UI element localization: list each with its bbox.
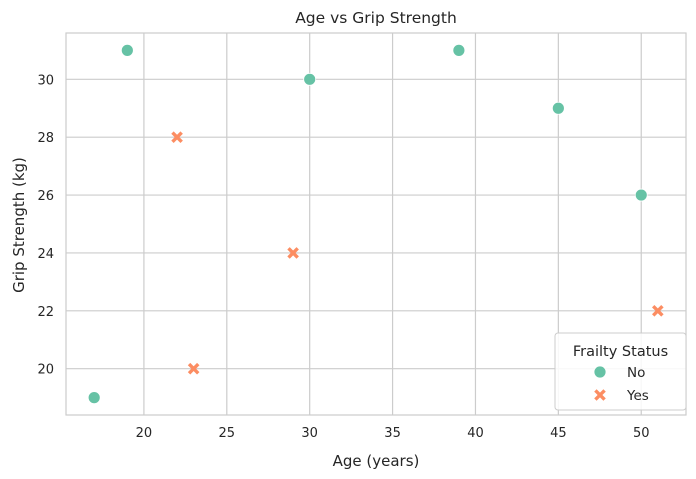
y-tick-label: 30 xyxy=(37,73,54,88)
plot-frame xyxy=(65,32,687,416)
chart-title: Age vs Grip Strength xyxy=(295,9,457,27)
x-axis-label: Age (years) xyxy=(333,452,420,470)
y-tick-label: 20 xyxy=(37,363,54,378)
y-tick-label: 24 xyxy=(37,247,54,262)
x-tick-label: 40 xyxy=(467,426,484,441)
x-tick-label: 30 xyxy=(301,426,318,441)
y-axis-ticks: 20 22 24 26 28 30 xyxy=(37,73,54,377)
legend-label-yes: Yes xyxy=(626,388,649,404)
data-point-yes xyxy=(171,131,183,143)
data-point-yes xyxy=(287,247,299,259)
data-point-yes xyxy=(652,305,664,317)
y-axis-label: Grip Strength (kg) xyxy=(10,157,28,293)
x-tick-label: 35 xyxy=(384,426,401,441)
grid-lines xyxy=(66,33,686,415)
data-point-no xyxy=(87,391,101,405)
plot-area xyxy=(65,32,687,416)
data-point-yes-stroke xyxy=(652,305,664,317)
legend-items: No Yes xyxy=(593,365,649,404)
data-point-no xyxy=(634,188,648,202)
legend-marker-no xyxy=(593,365,607,379)
data-point-no xyxy=(452,43,466,57)
legend-box xyxy=(554,332,687,411)
x-tick-label: 20 xyxy=(136,426,153,441)
x-axis-ticks: 20 25 30 35 40 45 50 xyxy=(136,426,650,441)
data-point-no xyxy=(551,101,565,115)
y-tick-label: 26 xyxy=(37,189,54,204)
data-points xyxy=(87,43,664,405)
data-point-yes xyxy=(187,362,200,375)
data-point-no xyxy=(120,43,134,57)
x-tick-label: 50 xyxy=(633,426,650,441)
data-point-no xyxy=(303,72,317,86)
x-tick-label: 25 xyxy=(219,426,236,441)
y-tick-label: 22 xyxy=(37,305,54,320)
legend: Frailty Status No Yes xyxy=(554,332,687,411)
legend-marker-yes-stroke xyxy=(594,389,606,401)
data-point-yes-stroke xyxy=(187,362,200,375)
data-point-yes-stroke xyxy=(171,131,183,143)
data-point-yes-stroke xyxy=(287,247,299,259)
x-tick-label: 45 xyxy=(550,426,567,441)
y-tick-label: 28 xyxy=(37,131,54,146)
legend-marker-yes xyxy=(594,389,606,401)
legend-label-no: No xyxy=(627,365,645,381)
legend-title: Frailty Status xyxy=(573,344,668,360)
